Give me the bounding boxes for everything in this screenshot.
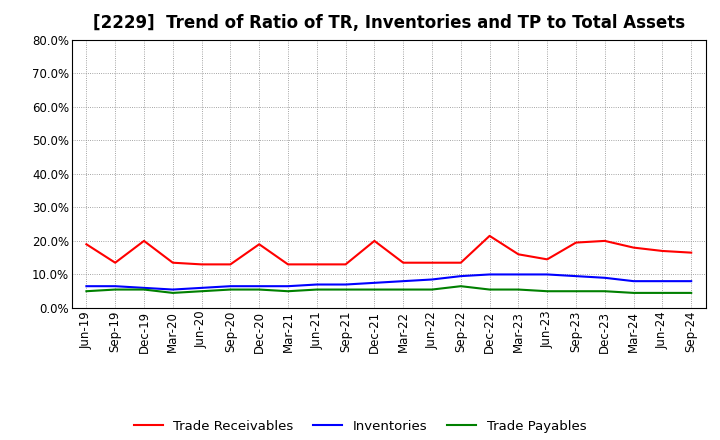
Inventories — [168, 287, 177, 292]
Line: Inventories: Inventories — [86, 275, 691, 290]
Trade Receivables — [456, 260, 465, 265]
Trade Payables — [428, 287, 436, 292]
Trade Payables — [370, 287, 379, 292]
Trade Payables — [341, 287, 350, 292]
Trade Payables — [572, 289, 580, 294]
Trade Receivables — [687, 250, 696, 255]
Trade Receivables — [255, 242, 264, 247]
Trade Payables — [658, 290, 667, 296]
Trade Payables — [456, 283, 465, 289]
Trade Receivables — [168, 260, 177, 265]
Line: Trade Payables: Trade Payables — [86, 286, 691, 293]
Inventories — [140, 285, 148, 290]
Trade Payables — [543, 289, 552, 294]
Trade Receivables — [572, 240, 580, 245]
Inventories — [600, 275, 609, 280]
Trade Receivables — [485, 233, 494, 238]
Trade Payables — [312, 287, 321, 292]
Trade Receivables — [140, 238, 148, 244]
Inventories — [312, 282, 321, 287]
Inventories — [456, 274, 465, 279]
Inventories — [485, 272, 494, 277]
Trade Receivables — [600, 238, 609, 244]
Trade Receivables — [284, 262, 292, 267]
Trade Receivables — [370, 238, 379, 244]
Legend: Trade Receivables, Inventories, Trade Payables: Trade Receivables, Inventories, Trade Pa… — [128, 414, 592, 438]
Inventories — [341, 282, 350, 287]
Trade Receivables — [312, 262, 321, 267]
Inventories — [111, 283, 120, 289]
Trade Payables — [514, 287, 523, 292]
Trade Payables — [255, 287, 264, 292]
Line: Trade Receivables: Trade Receivables — [86, 236, 691, 264]
Title: [2229]  Trend of Ratio of TR, Inventories and TP to Total Assets: [2229] Trend of Ratio of TR, Inventories… — [93, 15, 685, 33]
Trade Receivables — [197, 262, 206, 267]
Inventories — [543, 272, 552, 277]
Trade Receivables — [341, 262, 350, 267]
Inventories — [255, 283, 264, 289]
Trade Receivables — [226, 262, 235, 267]
Inventories — [370, 280, 379, 286]
Inventories — [629, 279, 638, 284]
Trade Payables — [111, 287, 120, 292]
Trade Payables — [140, 287, 148, 292]
Inventories — [687, 279, 696, 284]
Trade Payables — [226, 287, 235, 292]
Inventories — [399, 279, 408, 284]
Trade Payables — [485, 287, 494, 292]
Trade Receivables — [629, 245, 638, 250]
Trade Receivables — [428, 260, 436, 265]
Inventories — [197, 285, 206, 290]
Trade Receivables — [658, 248, 667, 253]
Inventories — [658, 279, 667, 284]
Inventories — [226, 283, 235, 289]
Trade Payables — [197, 289, 206, 294]
Trade Payables — [399, 287, 408, 292]
Inventories — [284, 283, 292, 289]
Trade Payables — [284, 289, 292, 294]
Trade Receivables — [543, 257, 552, 262]
Inventories — [428, 277, 436, 282]
Trade Receivables — [111, 260, 120, 265]
Trade Payables — [629, 290, 638, 296]
Inventories — [572, 274, 580, 279]
Trade Receivables — [399, 260, 408, 265]
Inventories — [82, 283, 91, 289]
Inventories — [514, 272, 523, 277]
Trade Receivables — [514, 252, 523, 257]
Trade Payables — [600, 289, 609, 294]
Trade Payables — [168, 290, 177, 296]
Trade Payables — [82, 289, 91, 294]
Trade Receivables — [82, 242, 91, 247]
Trade Payables — [687, 290, 696, 296]
